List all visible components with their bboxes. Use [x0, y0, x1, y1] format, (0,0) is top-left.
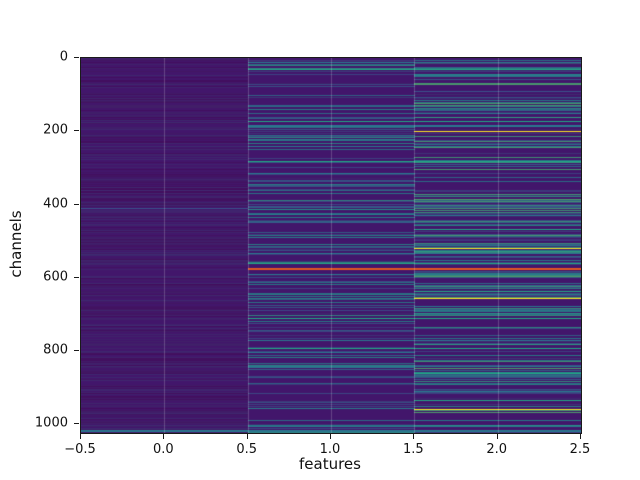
y-tick-label: 400: [43, 196, 68, 212]
x-tick-mark: [580, 434, 581, 439]
x-tick-label: 1.5: [402, 442, 424, 457]
x-tick-mark: [496, 434, 498, 439]
y-tick-label: 800: [43, 342, 68, 358]
y-axis-label: channels: [7, 210, 25, 278]
x-axis-label: features: [299, 455, 361, 473]
y-tick-label: 1000: [34, 415, 68, 431]
x-tick-label: 2.5: [569, 442, 591, 457]
x-tick-mark: [163, 434, 165, 439]
y-tick-mark: [74, 57, 79, 59]
y-tick-label: 600: [43, 269, 68, 285]
y-tick-mark: [74, 203, 79, 205]
x-tick-mark: [80, 434, 81, 439]
y-tick-mark: [74, 130, 79, 132]
y-tick-mark: [74, 276, 79, 278]
x-tick-mark: [330, 434, 331, 439]
y-tick-label: 200: [43, 122, 68, 138]
x-tick-label: 0.5: [236, 442, 257, 457]
y-tick-mark: [74, 423, 79, 425]
x-tick-mark: [413, 434, 415, 439]
y-tick-mark: [74, 350, 79, 352]
x-tick-label: −0.5: [64, 442, 96, 457]
x-tick-label: 1.0: [319, 442, 341, 457]
plot-area: [80, 57, 582, 434]
x-tick-mark: [246, 434, 248, 439]
y-tick-label: 0: [59, 49, 68, 65]
heatmap-image: [81, 58, 581, 433]
x-tick-label: 2.0: [486, 442, 507, 457]
x-tick-label: 0.0: [152, 442, 174, 457]
